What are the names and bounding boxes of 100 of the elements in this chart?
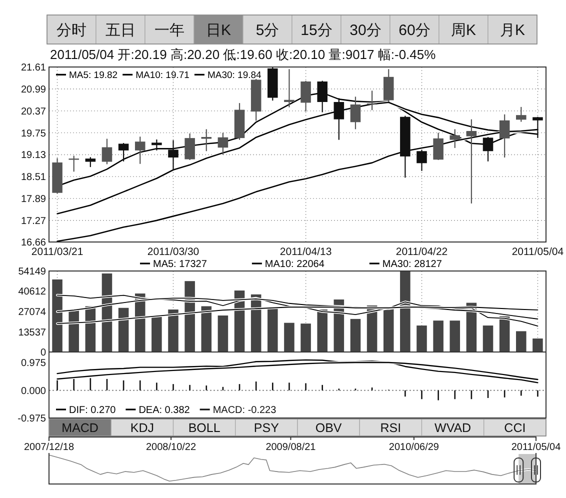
candlestick: [433, 132, 444, 161]
category-label: 30分: [350, 22, 382, 39]
bar: [433, 320, 444, 352]
x-tick-label: 2010/06/29: [388, 442, 440, 453]
bar: [284, 322, 294, 352]
candlestick: [152, 138, 162, 151]
candlestick: [482, 136, 494, 162]
y-tick-label: 0: [40, 348, 46, 358]
candlestick: [350, 96, 361, 130]
candlestick: [168, 140, 178, 172]
bar: [268, 308, 278, 352]
bar: [482, 326, 494, 352]
y-tick-label: 27074: [18, 307, 46, 318]
legend-label: DIF: 0.270: [69, 405, 116, 416]
category-label: OBV: [315, 421, 342, 435]
candlestick: [450, 128, 460, 149]
bar: [532, 338, 543, 352]
bar: [218, 316, 228, 352]
y-tick-label: 16.66: [20, 238, 46, 248]
y-tick-label: 20.37: [20, 106, 46, 118]
tab-button: 15分: [292, 14, 342, 44]
bar: [350, 318, 361, 352]
x-tick-label: 2011/05/04: [511, 442, 562, 453]
legend-label: MA5: 17327: [153, 259, 208, 270]
tab-button: 分时: [46, 14, 96, 44]
tab-button: RSI: [359, 418, 422, 436]
x-tick-label: 2011/04/13: [280, 246, 332, 258]
x-tick-label: 2007/12/18: [24, 442, 74, 453]
y-tick-label: 17.27: [20, 216, 46, 227]
x-tick-label: 2008/10/22: [146, 442, 196, 453]
tab-button: 5分: [242, 14, 292, 44]
category-label: WVAD: [434, 421, 472, 435]
tab-button: WVAD: [421, 418, 484, 436]
tab-button: PSY: [235, 418, 298, 436]
tab-button: 一年: [144, 14, 194, 44]
x-tick-label: 2011/05/04: [512, 246, 564, 258]
category-label: 5分: [256, 22, 280, 39]
candlestick: [416, 149, 427, 172]
y-tick-label: 0.000: [20, 386, 46, 397]
candlestick: [218, 132, 228, 156]
legend-label: MA30: 19.84: [207, 70, 262, 81]
tab-button: OBV: [297, 418, 360, 436]
tab-button: CCI: [484, 418, 546, 436]
bar: [300, 324, 311, 352]
category-label: BOLL: [188, 421, 220, 435]
candlestick: [516, 106, 526, 122]
category-label: 分时: [56, 22, 86, 39]
bar: [152, 316, 162, 352]
bar: [499, 316, 510, 352]
bar: [317, 310, 328, 352]
legend-label: MACD: -0.223: [212, 405, 277, 416]
candlestick: [334, 98, 344, 140]
y-tick-label: 19.13: [20, 150, 46, 162]
bar: [400, 271, 410, 352]
y-tick-label: 19.75: [20, 128, 46, 140]
tab-button: 60分: [390, 14, 440, 44]
bar: [383, 306, 394, 352]
candlestick: [317, 80, 328, 113]
category-label: MACD: [62, 421, 98, 435]
category-label: KDJ: [130, 421, 154, 435]
chart-title: 2011/05/04 开:20.19 高:20.20 低:19.60 收:20.10 量:9017 幅:-0.45%: [50, 47, 436, 62]
category-label: PSY: [254, 421, 280, 435]
tab-button: BOLL: [172, 418, 236, 436]
tab-button: 周K: [438, 14, 488, 44]
legend-label: MA10: 22064: [264, 259, 325, 270]
tab-button: 30分: [340, 14, 390, 44]
candlestick: [284, 68, 294, 108]
y-tick-label: 20.99: [20, 84, 46, 96]
tab-button: 日K: [194, 14, 244, 44]
candlestick: [300, 80, 311, 112]
candlestick: [201, 128, 212, 152]
bar: [52, 279, 62, 352]
y-tick-label: 18.51: [20, 172, 46, 184]
x-tick-label: 2009/08/21: [266, 442, 316, 453]
category-label: 日K: [206, 22, 232, 39]
y-tick-label: 17.89: [20, 194, 46, 206]
category-label: 一年: [154, 22, 184, 39]
candlestick: [383, 68, 394, 103]
y-tick-label: 54149: [18, 266, 46, 278]
y-tick-label: 40612: [18, 286, 46, 298]
candlestick: [68, 155, 79, 172]
tab-button: 月K: [488, 14, 538, 44]
y-tick-label: -0.975: [18, 414, 46, 424]
x-tick-label: 2011/03/30: [147, 246, 200, 258]
candlestick: [184, 132, 195, 161]
tab-button: KDJ: [110, 418, 174, 436]
y-tick-label: 21.61: [20, 62, 46, 74]
candlestick: [466, 118, 477, 204]
bar: [168, 310, 178, 352]
category-label: 周K: [450, 22, 476, 39]
legend-label: MA30: 28127: [382, 259, 442, 270]
candlestick: [499, 114, 510, 158]
category-label: 15分: [300, 22, 332, 39]
candlestick: [532, 116, 543, 139]
tab-button: 五日: [96, 14, 146, 44]
bar: [416, 326, 427, 352]
candlestick: [85, 156, 96, 168]
candlestick: [134, 136, 146, 164]
line-series: [56, 294, 539, 328]
tab-button: MACD: [48, 418, 112, 436]
